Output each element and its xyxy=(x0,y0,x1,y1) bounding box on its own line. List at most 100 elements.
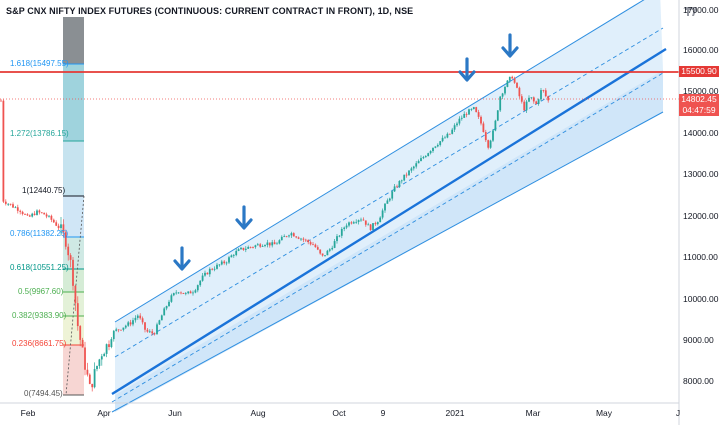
candle-body xyxy=(72,259,74,286)
candle-body xyxy=(448,133,451,135)
candle-body xyxy=(501,93,504,97)
time-tick: Oct xyxy=(332,408,346,418)
candle-body xyxy=(547,96,550,101)
regression-channel[interactable] xyxy=(111,0,667,413)
candle-body xyxy=(259,244,262,247)
candle-body xyxy=(196,285,199,291)
time-tick: May xyxy=(595,408,613,418)
candle-body xyxy=(436,144,439,147)
candle-body xyxy=(482,123,485,133)
candle-body xyxy=(535,101,538,104)
candle-body xyxy=(300,238,302,240)
down-arrow-icon[interactable] xyxy=(501,33,519,58)
arrow-annotations[interactable] xyxy=(173,33,519,271)
price-tick: 12000.00 xyxy=(683,211,719,221)
current-price-value: 14802.45 xyxy=(681,94,717,104)
candle-body xyxy=(223,261,226,264)
fib-label-236: 0.236(8661.75) xyxy=(12,339,67,348)
candle-body xyxy=(496,110,499,121)
candle-body xyxy=(513,78,516,83)
candle-body xyxy=(530,97,533,99)
candle-body xyxy=(268,242,271,246)
candle-body xyxy=(288,235,290,237)
candle-body xyxy=(343,227,346,230)
candle-body xyxy=(31,213,34,217)
candle-body xyxy=(336,236,338,242)
fib-label-1618: 1.618(15497.55) xyxy=(10,59,69,68)
price-tick: 10000.00 xyxy=(683,294,719,304)
candle-body xyxy=(69,255,72,260)
candle-body xyxy=(525,101,528,111)
time-tick: Feb xyxy=(20,408,36,418)
candle-body xyxy=(475,107,478,113)
candle-body xyxy=(362,219,365,221)
resistance-price-tag: 15500.90 xyxy=(679,66,719,77)
candle-body xyxy=(64,232,67,247)
candle-body xyxy=(16,207,19,211)
candle-body xyxy=(117,329,120,331)
candle-body xyxy=(360,219,362,221)
fib-zone-1272-1618 xyxy=(63,64,84,141)
candle-body xyxy=(264,245,266,247)
candle-body xyxy=(213,268,216,270)
price-tick: 14000.00 xyxy=(683,128,719,138)
candle-body xyxy=(244,248,247,250)
candle-body xyxy=(297,237,300,239)
down-arrow-icon[interactable] xyxy=(173,246,191,271)
candle-body xyxy=(379,217,382,223)
candle-body xyxy=(350,222,353,224)
candle-body xyxy=(285,236,288,238)
candle-body xyxy=(43,212,46,215)
candle-body xyxy=(148,331,151,333)
price-tick: 9000.00 xyxy=(683,335,714,345)
candle-body xyxy=(417,161,420,164)
candle-body xyxy=(9,203,12,205)
price-tick: 8000.00 xyxy=(683,376,714,386)
candle-body xyxy=(494,120,497,131)
channel-lower-line[interactable] xyxy=(111,111,664,413)
candlestick-series xyxy=(0,75,550,392)
price-tick: 13000.00 xyxy=(683,169,719,179)
candle-body xyxy=(400,180,403,182)
fib-label-1: 1(12440.75) xyxy=(22,186,66,195)
candle-body xyxy=(420,158,422,162)
candle-body xyxy=(163,308,166,316)
candle-body xyxy=(240,247,242,250)
down-arrow-icon[interactable] xyxy=(235,205,253,230)
candle-body xyxy=(412,166,415,169)
candle-body xyxy=(26,214,29,216)
candle-body xyxy=(451,129,454,134)
candle-body xyxy=(456,123,458,126)
time-tick: 2021 xyxy=(445,408,465,418)
candle-body xyxy=(55,222,58,226)
channel-base-line[interactable] xyxy=(111,47,667,396)
channel-upper-fill xyxy=(115,0,663,395)
bar-countdown: 04:47:59 xyxy=(682,105,716,115)
channel-upper-line[interactable] xyxy=(114,0,660,323)
candle-body xyxy=(254,245,257,248)
candle-body xyxy=(338,235,341,237)
candle-body xyxy=(393,186,396,192)
candle-body xyxy=(465,113,468,115)
candle-body xyxy=(187,291,190,294)
candle-body xyxy=(14,207,17,209)
fib-label-0: 0(7494.45) xyxy=(24,389,63,398)
candle-body xyxy=(391,191,394,199)
candle-body xyxy=(0,100,2,102)
candle-body xyxy=(230,255,233,258)
channel-lower-fill xyxy=(115,70,663,412)
candle-body xyxy=(182,292,185,294)
candle-body xyxy=(492,130,494,141)
channel-midline[interactable] xyxy=(114,27,664,358)
candle-body xyxy=(314,244,317,248)
candle-body xyxy=(470,108,473,110)
fib-zone-786-1 xyxy=(63,196,84,237)
price-tick: 17000.00 xyxy=(683,5,719,15)
candle-body xyxy=(144,322,146,330)
down-arrow-icon[interactable] xyxy=(458,57,476,82)
price-tick: 15000.00 xyxy=(683,86,719,96)
channel-lower-midline[interactable] xyxy=(111,72,664,403)
candle-body xyxy=(352,222,355,224)
